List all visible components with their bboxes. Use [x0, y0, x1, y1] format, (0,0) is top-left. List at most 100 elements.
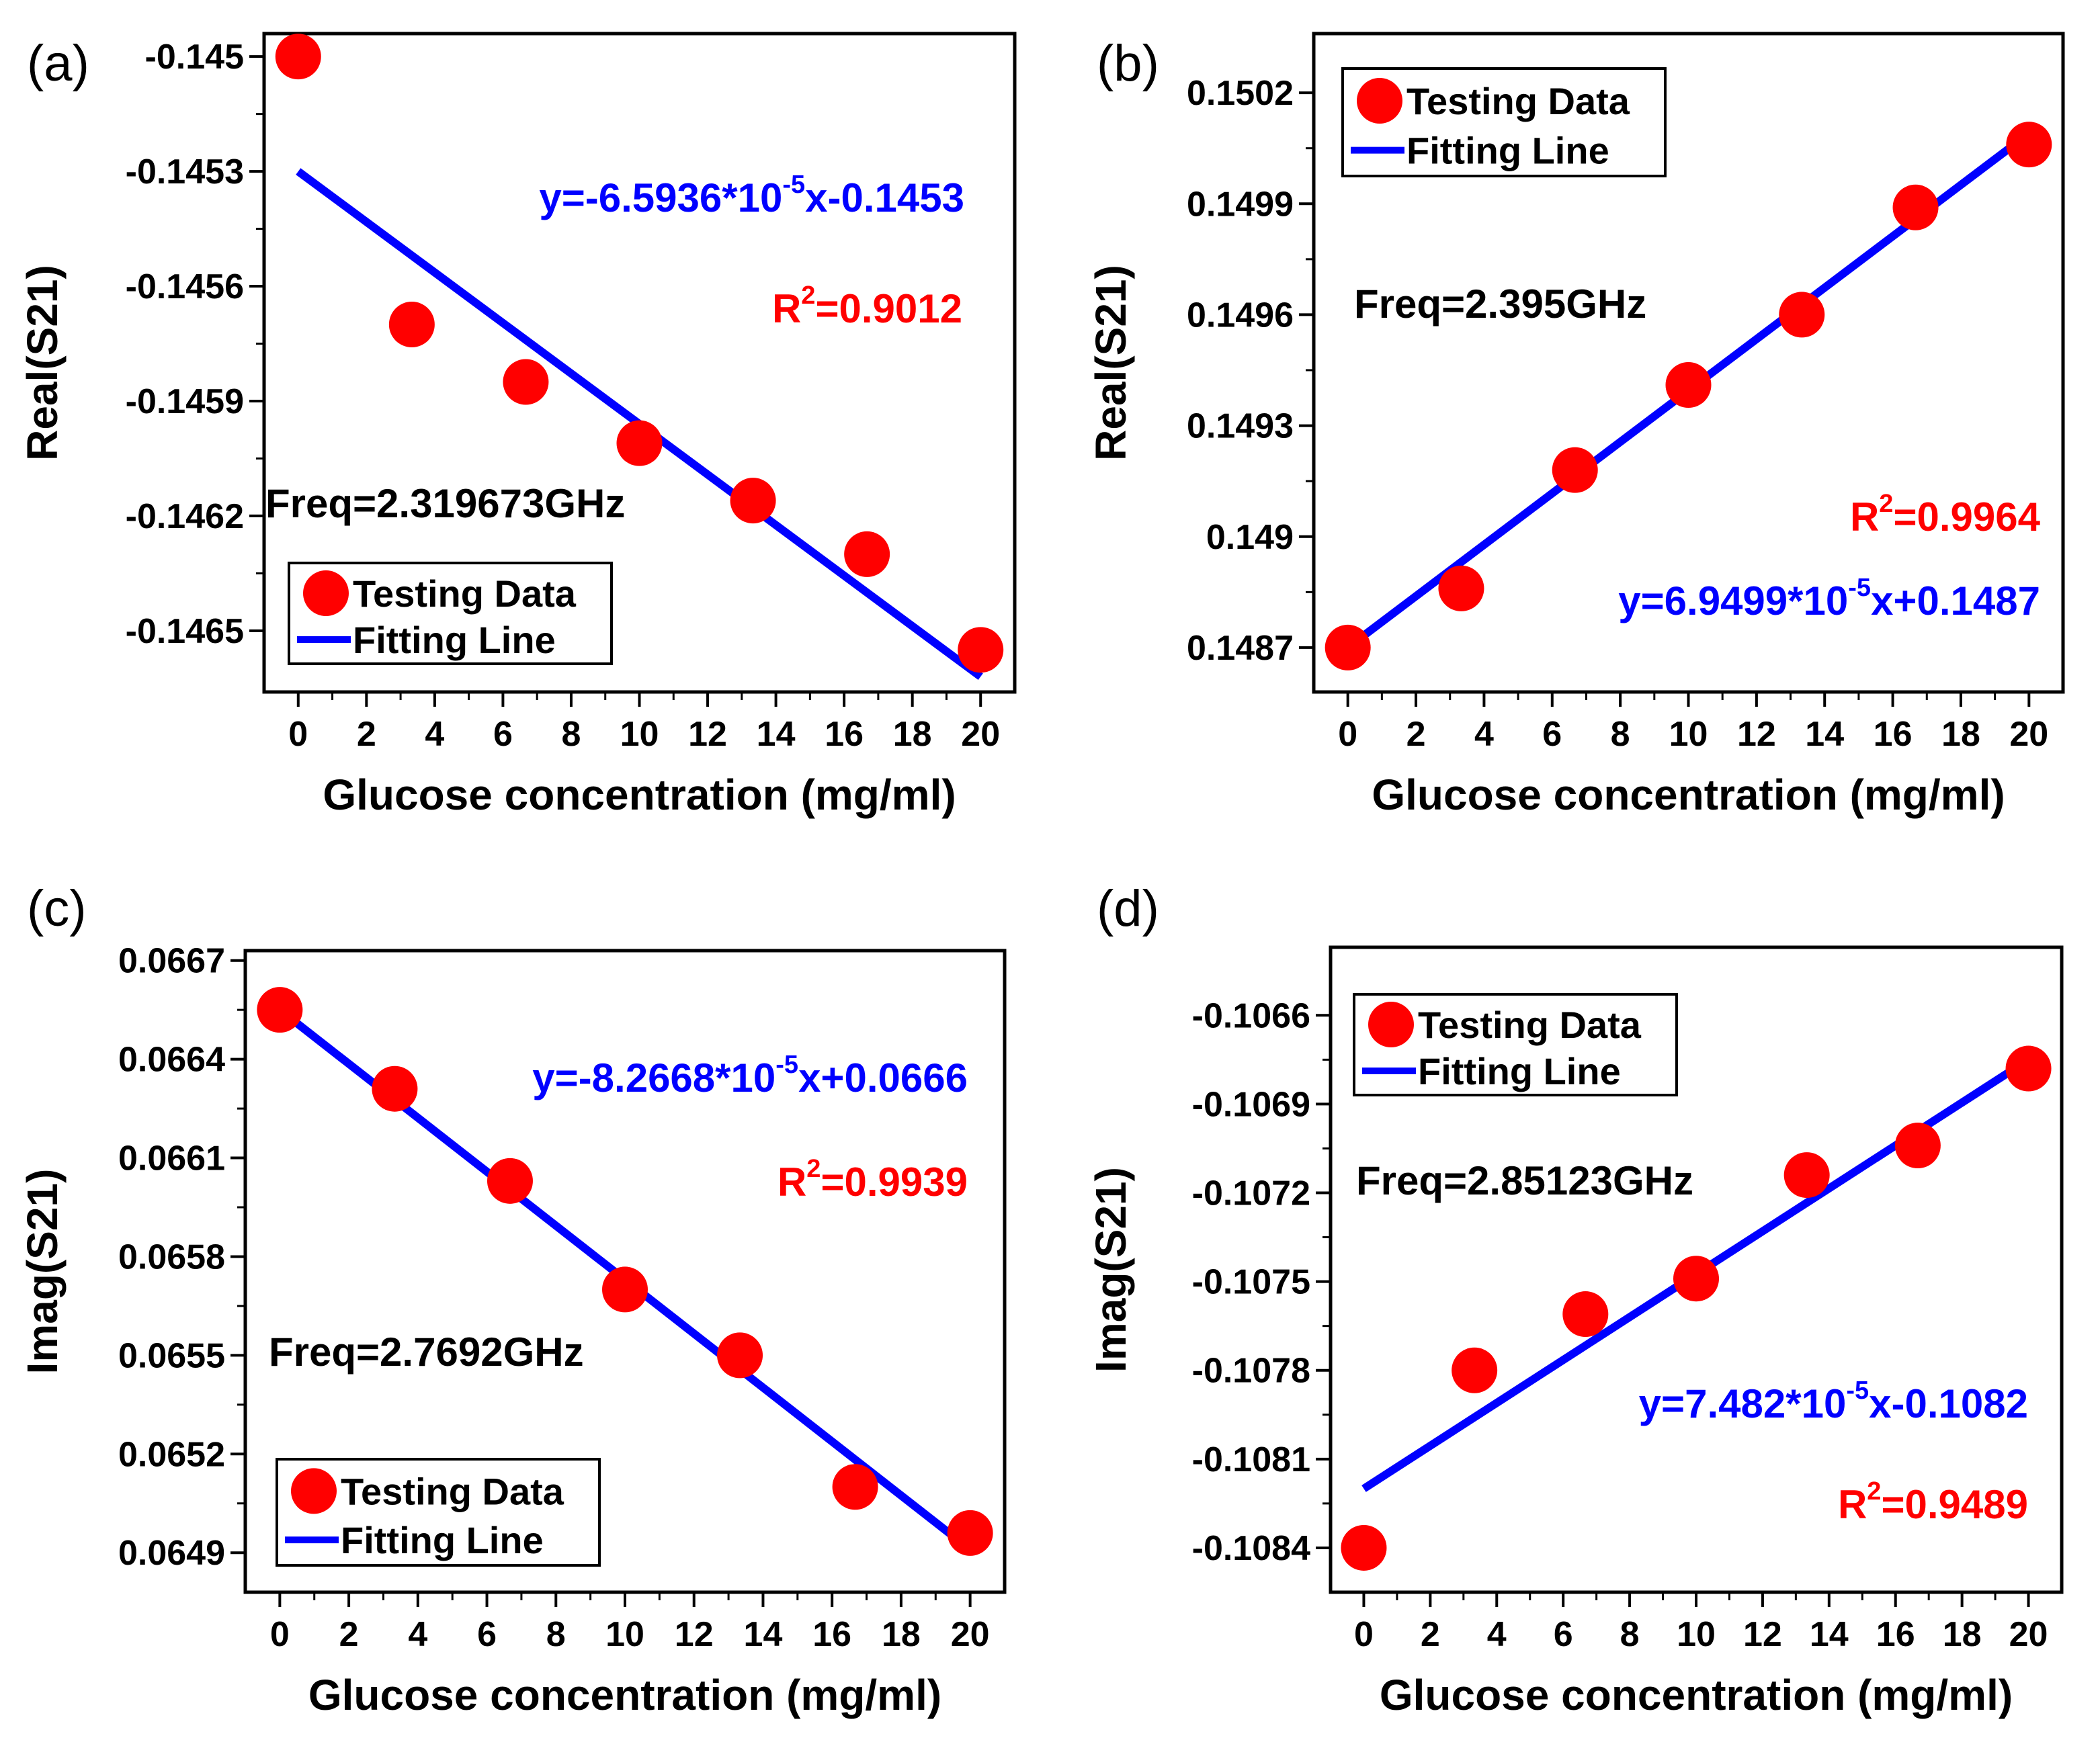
- equation-exponent: -5: [1848, 574, 1871, 602]
- legend-marker-points: [303, 570, 349, 616]
- r-squared-exponent: 2: [806, 1155, 821, 1183]
- r-squared: R2=0.9939: [778, 1155, 968, 1205]
- x-tick-label: 6: [1542, 715, 1562, 754]
- y-tick-label: 0.1493: [1187, 407, 1294, 446]
- legend-label-points: Testing Data: [341, 1470, 564, 1512]
- x-tick-label: 10: [1669, 715, 1708, 754]
- data-point: [1341, 1524, 1387, 1571]
- x-tick-label: 0: [288, 715, 308, 754]
- data-point: [388, 302, 435, 348]
- panel-label: (c): [27, 880, 87, 937]
- equation-prefix: y=-6.5936*10: [539, 175, 782, 220]
- x-tick-label: 14: [1810, 1615, 1849, 1654]
- legend-marker-points: [291, 1468, 337, 1514]
- data-point: [1894, 1123, 1941, 1169]
- r-squared-base: R: [778, 1160, 806, 1205]
- chart-panel: (b) 0 2 4 6 8 10 12 14 16 18 20 0.1502 0.1499 0.1496 0.…: [1087, 32, 2065, 819]
- fit-equation: y=-6.5936*10-5x-0.1453: [539, 171, 964, 220]
- r-squared-exponent: 2: [801, 281, 815, 310]
- r-squared-base: R: [1850, 494, 1879, 539]
- x-tick-label: 16: [812, 1615, 851, 1654]
- x-tick-label: 12: [675, 1615, 714, 1654]
- r-squared-exponent: 2: [1867, 1477, 1881, 1506]
- data-point: [958, 627, 1004, 673]
- data-point: [832, 1464, 878, 1510]
- equation-prefix: y=6.9499*10: [1618, 578, 1848, 623]
- x-tick-label: 4: [408, 1615, 427, 1654]
- x-tick-label: 2: [339, 1615, 359, 1654]
- x-axis-label: Glucose concentration (mg/ml): [1372, 771, 2005, 819]
- r-squared-base: R: [772, 286, 801, 331]
- x-tick-label: 18: [882, 1615, 921, 1654]
- x-tick-label: 0: [1338, 715, 1357, 754]
- data-point: [602, 1266, 648, 1313]
- x-tick-label: 2: [357, 715, 376, 754]
- y-tick-label: 0.0664: [118, 1041, 225, 1080]
- x-axis-label: Glucose concentration (mg/ml): [323, 771, 956, 819]
- x-tick-label: 8: [546, 1615, 566, 1654]
- equation-prefix: y=-8.2668*10: [532, 1055, 775, 1100]
- y-tick-label: 0.149: [1206, 518, 1294, 557]
- x-tick-label: 10: [605, 1615, 644, 1654]
- y-tick-label: -0.145: [145, 38, 244, 77]
- x-axis-label: Glucose concentration (mg/ml): [1380, 1671, 2013, 1719]
- x-tick-label: 16: [825, 715, 864, 754]
- r-squared: R2=0.9489: [1838, 1477, 2028, 1527]
- x-tick-label: 0: [270, 1615, 290, 1654]
- equation-exponent: -5: [1846, 1377, 1869, 1405]
- y-tick-label: -0.1075: [1192, 1263, 1310, 1302]
- x-tick-label: 6: [493, 715, 513, 754]
- data-point: [2005, 1045, 2052, 1092]
- x-tick-label: 18: [893, 715, 932, 754]
- y-tick-label: -0.1453: [126, 153, 244, 191]
- data-point: [487, 1158, 533, 1204]
- x-tick-label: 4: [425, 715, 444, 754]
- equation-exponent: -5: [775, 1051, 798, 1079]
- equation-suffix: x+0.1487: [1871, 578, 2040, 623]
- legend-marker-points: [1368, 1002, 1414, 1047]
- chart-panel: (d) 0 2 4 6 8 10 12 14 16 18 20 -0.1066 -0.1069 -0.107…: [1087, 880, 2064, 1719]
- data-point: [1665, 362, 1712, 408]
- y-tick-label: -0.1066: [1192, 996, 1310, 1035]
- x-tick-label: 8: [1620, 1615, 1640, 1654]
- x-tick-label: 8: [561, 715, 581, 754]
- x-tick-label: 12: [1737, 715, 1776, 754]
- x-tick-label: 2: [1406, 715, 1426, 754]
- x-tick-label: 20: [951, 1615, 990, 1654]
- data-point: [257, 987, 303, 1033]
- r-squared-base: R: [1838, 1482, 1867, 1527]
- fit-equation: y=7.482*10-5x-0.1082: [1639, 1377, 2028, 1426]
- y-tick-label: -0.1084: [1192, 1529, 1310, 1568]
- data-point: [947, 1510, 993, 1556]
- panel-label: (b): [1097, 35, 1159, 92]
- data-point: [372, 1066, 418, 1112]
- legend-label-points: Testing Data: [1418, 1004, 1642, 1046]
- x-tick-label: 16: [1876, 1615, 1915, 1654]
- x-tick-label: 14: [744, 1615, 783, 1654]
- x-tick-label: 18: [1943, 1615, 1982, 1654]
- frequency-label: Freq=2.395GHz: [1354, 281, 1646, 327]
- chart-panel: (a) 0 2 4 6 8 10 12 14 16 18 20 -0.145 -0.1453 -0.1456…: [18, 32, 1017, 819]
- fit-equation: y=6.9499*10-5x+0.1487: [1618, 574, 2040, 623]
- legend-label-points: Testing Data: [1406, 80, 1630, 122]
- y-tick-label: 0.0658: [118, 1237, 225, 1276]
- x-tick-label: 18: [1941, 715, 1980, 754]
- data-point: [1783, 1152, 1830, 1199]
- x-tick-label: 6: [477, 1615, 497, 1654]
- legend-label-points: Testing Data: [353, 572, 577, 615]
- x-tick-label: 4: [1487, 1615, 1507, 1654]
- legend-label-line: Fitting Line: [353, 619, 556, 661]
- y-tick-label: 0.0661: [118, 1139, 225, 1178]
- x-tick-label: 16: [1874, 715, 1913, 754]
- y-tick-label: -0.1462: [126, 497, 244, 536]
- r-squared: R2=0.9012: [772, 281, 962, 331]
- r-squared: R2=0.9964: [1850, 490, 2041, 539]
- equation-suffix: x-0.1453: [805, 175, 964, 220]
- r-squared-value: =0.9489: [1881, 1482, 2028, 1527]
- legend-marker-points: [1357, 78, 1402, 124]
- data-point: [275, 34, 321, 80]
- x-tick-label: 20: [961, 715, 1000, 754]
